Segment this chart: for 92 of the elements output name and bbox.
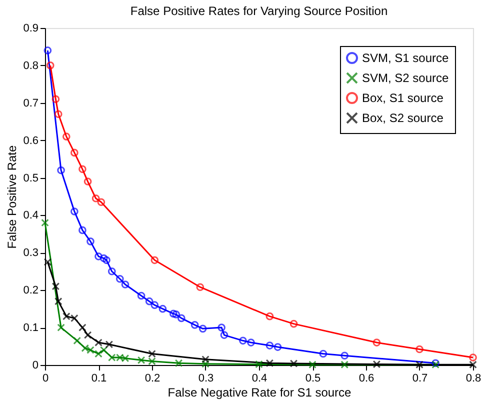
point — [148, 357, 156, 366]
point — [372, 360, 381, 368]
point — [94, 252, 102, 260]
y-tick-label: 0.8 — [23, 60, 38, 72]
point — [178, 314, 186, 322]
point — [239, 336, 247, 345]
point — [145, 297, 154, 306]
point — [290, 360, 298, 368]
point — [57, 324, 65, 332]
x-tick-label: 0.1 — [91, 372, 107, 384]
y-axis-title: False Positive Rate — [5, 144, 20, 249]
y-tick-label: 0.5 — [23, 172, 38, 184]
x-tick-label: 0.7 — [412, 372, 428, 384]
x-tick-label: 0.2 — [144, 372, 160, 384]
point — [319, 350, 328, 358]
y-tick-label: 0 — [32, 360, 38, 372]
point — [44, 258, 52, 266]
point — [202, 355, 210, 364]
point — [198, 324, 207, 333]
point — [86, 238, 94, 246]
point — [169, 310, 178, 318]
point — [100, 346, 108, 354]
point — [100, 254, 108, 262]
point — [54, 297, 62, 306]
chart-title: False Positive Rates for Varying Source Position — [130, 4, 388, 18]
point — [121, 280, 130, 288]
y-tick-label: 0.1 — [23, 322, 38, 334]
point — [340, 352, 349, 360]
point — [84, 178, 92, 186]
y-tick-label: 0.3 — [23, 247, 38, 260]
x-tick-label: 0.3 — [198, 372, 214, 384]
point — [416, 345, 424, 354]
point — [57, 166, 65, 174]
point — [84, 331, 92, 339]
point — [416, 360, 424, 369]
point — [54, 110, 62, 118]
point — [266, 312, 274, 320]
point — [97, 198, 106, 206]
point — [172, 310, 180, 318]
point — [137, 292, 146, 300]
x-tick-label: 0 — [42, 372, 49, 384]
x-tick-label: 0.8 — [466, 372, 482, 384]
point — [158, 304, 167, 313]
point — [196, 283, 204, 292]
point — [148, 350, 156, 358]
point — [340, 360, 349, 369]
y-tick-label: 0.2 — [23, 284, 38, 297]
point — [266, 342, 274, 350]
point — [190, 321, 199, 329]
x-axis-title: False Negative Rate for S1 source — [168, 386, 352, 400]
point — [62, 132, 70, 140]
x-tick-label: 0.4 — [252, 372, 268, 384]
point — [247, 338, 255, 346]
legend-label: Box, S1 source — [362, 91, 444, 105]
x-tick-label: 0.5 — [305, 372, 321, 384]
point — [94, 338, 102, 346]
point — [218, 324, 226, 332]
y-tick-label: 0.6 — [23, 134, 38, 147]
point — [102, 256, 110, 264]
point — [220, 331, 228, 339]
point — [70, 208, 78, 216]
point — [108, 267, 116, 276]
point — [52, 282, 60, 290]
point — [372, 338, 381, 346]
point — [202, 360, 210, 368]
point — [266, 359, 274, 368]
y-tick-label: 0.9 — [23, 22, 38, 34]
point — [274, 343, 282, 351]
point — [78, 226, 86, 234]
y-tick-label: 0.7 — [23, 97, 38, 110]
point — [308, 360, 316, 369]
point — [137, 356, 146, 364]
point — [41, 218, 49, 227]
point — [52, 95, 60, 104]
point — [105, 340, 114, 348]
point — [290, 320, 298, 328]
point — [70, 148, 78, 157]
point — [73, 336, 82, 345]
legend-label: SVM, S2 source — [362, 71, 450, 85]
point — [255, 360, 263, 368]
legend-label: Box, S2 source — [362, 111, 444, 125]
point — [174, 359, 183, 368]
y-tick-label: 0.4 — [23, 210, 38, 222]
point — [92, 194, 100, 202]
point — [116, 274, 124, 283]
point — [78, 165, 86, 174]
x-tick-label: 0.6 — [358, 372, 374, 384]
point — [78, 324, 86, 332]
point — [150, 256, 159, 264]
legend-label: SVM, S1 source — [362, 51, 450, 65]
point — [94, 350, 102, 358]
point — [150, 301, 159, 309]
